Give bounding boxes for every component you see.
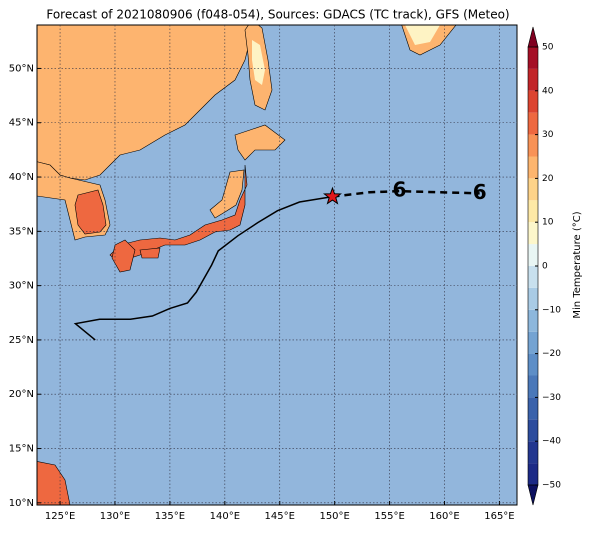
colorbar-band [528,463,538,485]
lon-tick-label: 130°E [100,511,130,522]
colorbar-band [528,47,538,69]
land [37,25,457,505]
lon-tick-label: 155°E [374,511,404,522]
forecast-track [332,189,480,198]
lon-tick-label: 150°E [319,511,349,522]
colorbar-band [528,200,538,223]
colorbar-band [528,419,538,442]
lat-tick-label: 30°N [9,281,34,292]
lon-tick-label: 140°E [210,511,240,522]
past-track [73,195,333,341]
lon-tick-label: 165°E [484,511,514,522]
colorbar-band [528,244,538,266]
lat-tick-label: 50°N [9,63,34,74]
colorbar-band [528,178,538,201]
colorbar-band [528,90,538,113]
colorbar-band [528,112,538,135]
colorbar-band [528,441,538,464]
colorbar-band [528,266,538,288]
lon-tick-label: 135°E [155,511,185,522]
colorbar-tick-label: −40 [542,437,561,447]
colorbar-tick-label: 20 [542,174,554,184]
current-position [322,186,342,205]
lat-tick-label: 15°N [9,444,34,455]
colorbar-tick-label: 0 [542,262,548,272]
lat-tick-label: 45°N [9,118,34,129]
colorbar-band [528,397,538,420]
lat-tick-label: 40°N [9,172,34,183]
colorbar-label: Min Temperature (°C) [572,211,583,318]
colorbar-band [528,353,538,376]
colorbar-tick-label: −50 [542,481,561,491]
colorbar-tick-label: 40 [542,86,554,96]
lon-tick-label: 160°E [429,511,459,522]
colorbar-band [528,156,538,179]
typhoon-symbol: 6 [473,180,487,204]
typhoon-symbol: 6 [393,178,407,202]
colorbar-band [528,375,538,398]
lon-tick-label: 125°E [45,511,75,522]
title: Forecast of 2021080906 (f048-054), Sourc… [46,8,509,22]
colorbar-band [528,287,538,310]
lat-tick-label: 35°N [9,226,34,237]
map-frame [36,24,518,506]
colorbar-band [528,331,538,354]
colorbar-tick-label: 10 [542,218,554,228]
colorbar-tick-label: 50 [542,43,554,53]
colorbar-tick-label: −20 [542,349,561,359]
lat-tick-label: 10°N [9,498,34,509]
colorbar-band [528,134,538,157]
colorbar-extend [527,26,539,48]
colorbar-tick-label: 30 [542,130,554,140]
colorbar-tick-label: −30 [542,393,561,403]
colorbar-extend [527,484,539,506]
colorbar-band [528,309,538,332]
lon-tick-label: 145°E [265,511,295,522]
lat-tick-label: 20°N [9,389,34,400]
colorbar-band [528,222,538,245]
colorbar-band [528,68,538,91]
colorbar-tick-label: −10 [542,305,561,315]
lat-tick-label: 25°N [9,335,34,346]
